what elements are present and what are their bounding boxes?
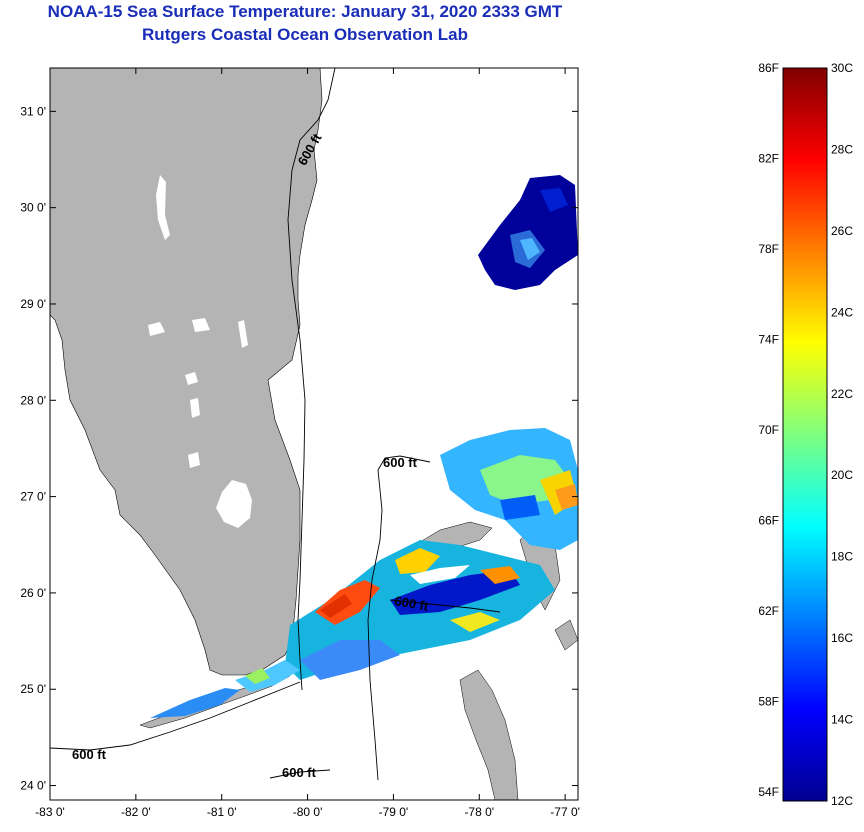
tick-label: -82 0' (121, 805, 151, 819)
tick-label: -80 0' (293, 805, 323, 819)
inland-lakes (148, 175, 248, 468)
eleuthera (554, 619, 578, 651)
tick-label: -77 0' (550, 805, 580, 819)
colorbar-celsius-label: 22C (831, 387, 853, 401)
isobath-south (269, 769, 331, 779)
tick-label: -81 0' (207, 805, 237, 819)
colorbar-fahrenheit-label: 54F (758, 785, 779, 799)
map-frame (49, 67, 579, 801)
tick-label: -78 0' (464, 805, 494, 819)
tick-label: -83 0' (35, 805, 65, 819)
tick-label: 29 0' (20, 297, 46, 311)
colorbar-gradient (782, 67, 828, 802)
colorbar-fahrenheit-label: 74F (758, 332, 779, 346)
tick-label: 30 0' (20, 201, 46, 215)
colorbar-fahrenheit-label: 70F (758, 423, 779, 437)
colorbar-fahrenheit-label: 86F (758, 61, 779, 75)
colorbar-celsius-label: 12C (831, 794, 853, 808)
lake-okeechobee (216, 480, 252, 528)
tick-label: -79 0' (379, 805, 409, 819)
tick-label: 28 0' (20, 393, 46, 407)
sst-patch-keys (150, 640, 400, 718)
tick-label: 26 0' (20, 586, 46, 600)
tick-label: 24 0' (20, 779, 46, 793)
colorbar-celsius-label: 24C (831, 305, 853, 319)
map-axes: -83 0' -82 0' -81 0' -80 0' -79 0' -78 0' -77 … (20, 68, 580, 819)
isobath-gulf (50, 681, 301, 751)
colorbar-celsius-label: 30C (831, 61, 853, 75)
colorbar-celsius-label: 28C (831, 142, 853, 156)
contour-label: 600 ft (393, 593, 430, 614)
colorbar-fahrenheit-label: 82F (758, 151, 779, 165)
colorbar-celsius-label: 14C (831, 713, 853, 727)
colorbar-celsius-label: 20C (831, 468, 853, 482)
isobath-straits (389, 599, 501, 613)
contour-label: 600 ft (282, 765, 317, 780)
isobath-bahamas (367, 455, 431, 781)
colorbar-fahrenheit-label: 78F (758, 242, 779, 256)
contour-label: 600 ft (383, 455, 418, 470)
colorbar-fahrenheit-label: 62F (758, 604, 779, 618)
colorbar-celsius-label: 18C (831, 550, 853, 564)
map-subtitle: Rutgers Coastal Ocean Observation Lab (142, 25, 468, 44)
colorbar-fahrenheit-label: 58F (758, 694, 779, 708)
tick-label: 31 0' (20, 104, 46, 118)
colorbar-celsius-label: 16C (831, 631, 853, 645)
sst-patch-north (478, 175, 578, 290)
map-title: NOAA-15 Sea Surface Temperature: January… (47, 2, 563, 21)
colorbar-fahrenheit-label: 66F (758, 513, 779, 527)
tick-label: 27 0' (20, 490, 46, 504)
andros-island (459, 669, 519, 800)
tick-label: 25 0' (20, 682, 46, 696)
sst-patch-gulfstream (440, 428, 578, 550)
contour-label: 600 ft (72, 747, 107, 762)
isobath-east (287, 68, 336, 691)
colorbar-celsius-label: 26C (831, 224, 853, 238)
